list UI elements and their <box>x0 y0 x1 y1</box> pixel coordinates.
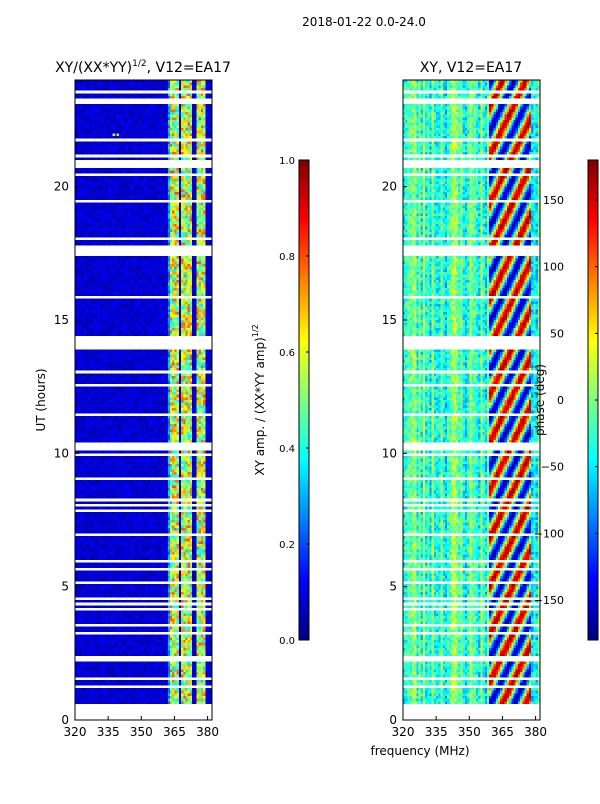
colorbar-tick-label: 1.0 <box>279 156 295 167</box>
amp-colorbar-ticks: 0.0 0.2 0.4 0.6 0.8 1.0 <box>279 156 309 647</box>
figure-suptitle: 2018-01-22 0.0-24.0 <box>302 15 426 29</box>
y-tick-label: 10 <box>382 446 397 460</box>
x-tick-label: 335 <box>97 725 120 739</box>
amp-panel: XY/(XX*YY)1/2, V12=EA17 320 335 350 365 380 … <box>34 59 231 739</box>
x-tick-label: 350 <box>458 725 481 739</box>
amp-title-exp: 1/2 <box>132 59 146 69</box>
y-tick-label: 0 <box>389 713 397 727</box>
colorbar-tick-label: 0.0 <box>279 636 295 647</box>
amp-colorbar-bar <box>298 159 310 641</box>
colorbar-tick-label: 150 <box>543 194 564 207</box>
colorbar-tick-label: −50 <box>541 461 564 474</box>
amp-x-axis: 320 335 350 365 380 <box>64 716 219 739</box>
colorbar-tick-label: −150 <box>534 594 564 607</box>
y-tick-label: 20 <box>54 180 69 194</box>
phase-colorbar-label: phase (deg) <box>533 364 547 436</box>
amp-panel-title: XY/(XX*YY)1/2, V12=EA17 <box>55 59 231 76</box>
phase-panel: XY, V12=EA17 320 335 350 365 380 0 5 10 15 20 fr… <box>370 60 547 758</box>
colorbar-tick-label: 0.6 <box>279 348 295 359</box>
x-tick-label: 320 <box>64 725 87 739</box>
amp-ylabel: UT (hours) <box>34 368 48 431</box>
phase-panel-title: XY, V12=EA17 <box>420 60 522 76</box>
phase-axes-frame <box>402 79 541 721</box>
colorbar-tick-label: 0.4 <box>279 444 295 455</box>
x-tick-label: 365 <box>163 725 186 739</box>
amp-colorbar: 0.0 0.2 0.4 0.6 0.8 1.0 XY amp. / (XX*YY amp)… <box>251 156 310 647</box>
amp-colorbar-label: XY amp. / (XX*YY amp)1/2 <box>251 324 267 475</box>
amp-heatmap-cells <box>75 80 212 720</box>
y-tick-label: 10 <box>54 446 69 460</box>
shared-xlabel: frequency (MHz) <box>370 744 469 758</box>
phase-heatmap <box>403 80 540 720</box>
colorbar-tick-label: 0.8 <box>279 252 295 263</box>
colorbar-tick-label: 100 <box>543 261 564 274</box>
amp-y-axis: 0 5 10 15 20 <box>54 180 79 727</box>
x-tick-label: 380 <box>196 725 219 739</box>
y-tick-label: 15 <box>382 313 397 327</box>
x-tick-label: 380 <box>524 725 547 739</box>
amp-title-suffix: , V12=EA17 <box>147 60 231 76</box>
colorbar-tick-label: 0 <box>557 394 564 407</box>
amp-heatmap <box>75 80 212 720</box>
amp-title-main: XY/(XX*YY) <box>55 60 132 76</box>
colorbar-tick-label: 50 <box>550 327 564 340</box>
x-tick-label: 350 <box>130 725 153 739</box>
x-tick-label: 320 <box>392 725 415 739</box>
y-tick-label: 20 <box>382 180 397 194</box>
x-tick-label: 365 <box>491 725 514 739</box>
amp-cb-label-main: XY amp. / (XX*YY amp) <box>253 337 267 475</box>
y-tick-label: 5 <box>389 580 397 594</box>
phase-heatmap-cells <box>403 80 540 720</box>
colorbar-tick-label: 0.2 <box>279 540 295 551</box>
phase-colorbar-ticks: −150 −100 −50 0 50 100 150 <box>534 194 598 607</box>
phase-y-axis: 0 5 10 15 20 <box>382 180 407 727</box>
y-tick-label: 0 <box>61 713 69 727</box>
phase-x-axis: 320 335 350 365 380 <box>392 716 547 739</box>
y-tick-label: 5 <box>61 580 69 594</box>
phase-colorbar: −150 −100 −50 0 50 100 150 phase (deg) <box>533 159 599 641</box>
amp-cb-label-exp: 1/2 <box>251 324 260 337</box>
amp-axes-frame <box>74 79 213 721</box>
y-tick-label: 15 <box>54 313 69 327</box>
x-tick-label: 335 <box>425 725 448 739</box>
colorbar-tick-label: −100 <box>534 527 564 540</box>
